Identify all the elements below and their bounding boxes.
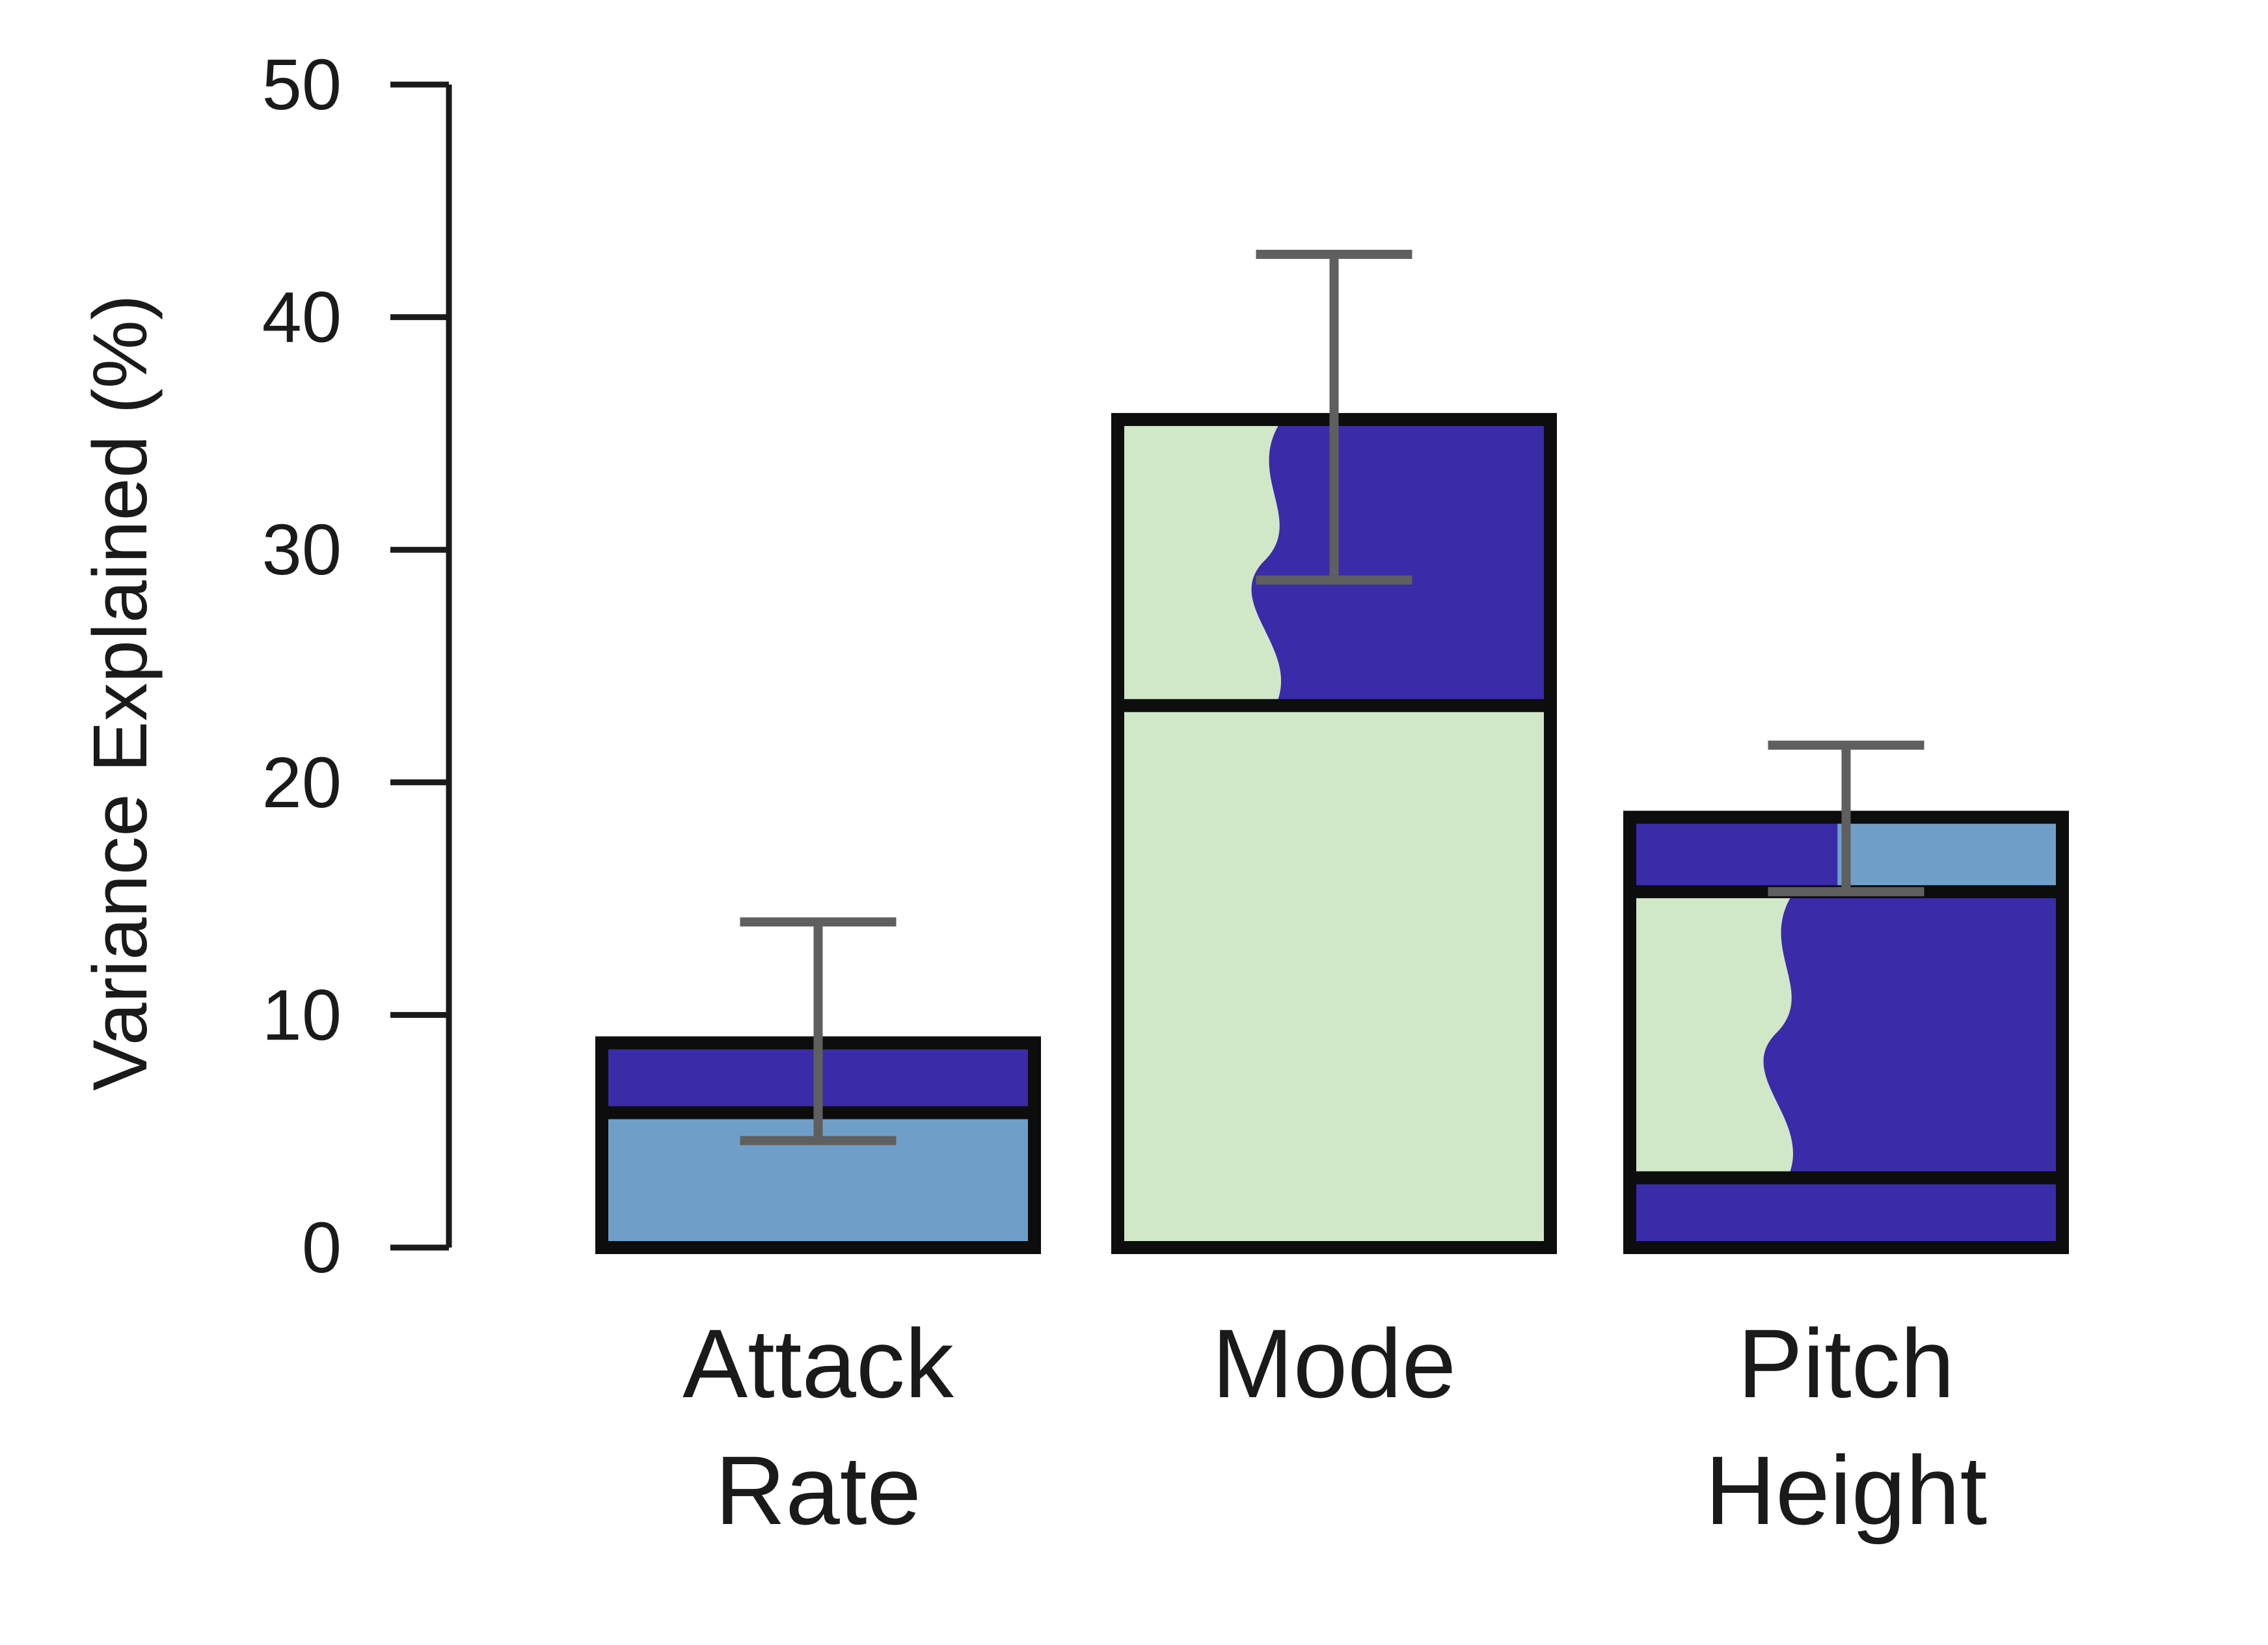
- y-axis-title: Variance Explained (%): [77, 295, 163, 1091]
- error-bar-3: [1768, 740, 1924, 896]
- bar-2-segment-2-left-fill: [1118, 419, 1282, 706]
- category-label-1-line-1: Attack: [682, 1309, 954, 1418]
- bar-3-segment-1: [1630, 1177, 2062, 1248]
- category-labels: Attack Rate Mode Pitch Height: [682, 1309, 1987, 1545]
- y-tick-label-20: 20: [262, 743, 342, 823]
- y-tick-label-50: 50: [262, 45, 342, 125]
- bar-2-segment-1: [1118, 705, 1550, 1248]
- category-label-1-line-2: Rate: [715, 1436, 921, 1545]
- y-tick-label-30: 30: [262, 510, 342, 590]
- category-label-3-line-1: Pitch: [1738, 1309, 1954, 1418]
- bar-2: [1111, 412, 1557, 1254]
- bar-3-segment-3-right-fill: [1837, 817, 2062, 892]
- error-bar-2: [1256, 250, 1412, 585]
- error-bars: [740, 250, 1924, 1145]
- y-tick-label-40: 40: [262, 278, 342, 358]
- error-bar-1: [740, 917, 897, 1145]
- y-axis: 0 10 20 30 40 50: [262, 45, 452, 1288]
- bar-3-segment-2-left-fill: [1630, 891, 1794, 1178]
- category-label-3-line-2: Height: [1705, 1436, 1988, 1545]
- bar-3: [1623, 810, 2069, 1254]
- category-label-2-line-1: Mode: [1212, 1309, 1456, 1418]
- y-tick-label-10: 10: [262, 975, 342, 1055]
- y-tick-label-0: 0: [302, 1208, 342, 1288]
